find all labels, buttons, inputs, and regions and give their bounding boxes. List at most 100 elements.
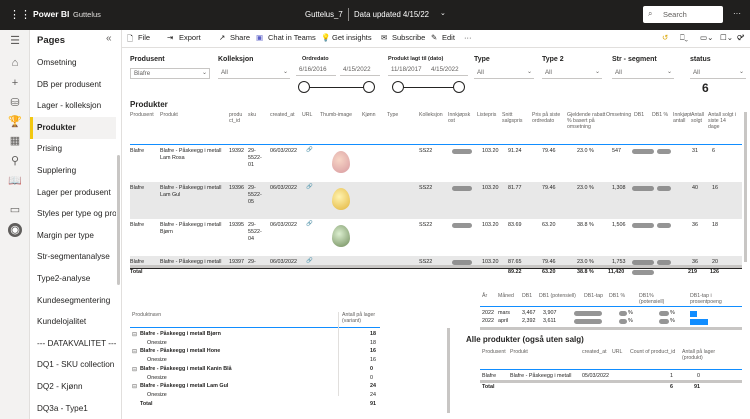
produkter-col-header[interactable]: Kolleksjon xyxy=(419,112,443,118)
db-col-header[interactable]: DB1 xyxy=(522,293,533,299)
hamburger-icon[interactable]: ☰ xyxy=(10,35,20,47)
produkter-col-header[interactable]: Produkt xyxy=(160,112,178,118)
subscribe-button[interactable]: Subscribe xyxy=(392,33,426,42)
share-button[interactable]: Share xyxy=(230,33,251,42)
datasets-icon[interactable]: ⛁ xyxy=(10,97,20,109)
type2-slicer[interactable]: All ⌄ xyxy=(542,68,602,79)
produkter-col-header[interactable]: produ ct_id xyxy=(229,112,243,124)
produkter-col-header[interactable]: Produsent xyxy=(130,112,154,118)
report-title[interactable]: Guttelus_7 xyxy=(305,9,343,19)
page-item[interactable]: Styles per type og pro... xyxy=(37,209,116,219)
produkter-col-header[interactable]: Type xyxy=(387,112,399,118)
deployment-icon[interactable]: ⚲ xyxy=(10,155,20,167)
page-item[interactable]: Kundesegmentering xyxy=(37,295,111,305)
db-col-header[interactable]: År xyxy=(482,293,488,299)
page-item[interactable]: --- DATAKVALITET --- xyxy=(37,338,116,348)
link-icon[interactable]: 🔗 xyxy=(306,184,313,190)
learn-icon[interactable]: 📖 xyxy=(8,175,22,187)
str-segment-slicer[interactable]: All ⌄ xyxy=(612,68,674,79)
view-icon[interactable]: ▭⌄ xyxy=(700,33,714,42)
more-options-icon[interactable]: ··· xyxy=(733,9,741,18)
db-col-header[interactable]: DB1-tap xyxy=(584,293,604,299)
db-col-header[interactable]: DB1 (potensiell) xyxy=(539,293,576,299)
alle-col-header[interactable]: Produkt xyxy=(510,349,528,355)
page-item[interactable]: DQ1 - SKU collection xyxy=(37,360,115,370)
page-item[interactable]: Kundelojalitet xyxy=(37,317,87,327)
expand-icon[interactable]: ⊟ xyxy=(132,332,138,338)
workspaces-icon[interactable]: ▭ xyxy=(9,204,21,216)
alle-col-header[interactable]: Antall på lager (produkt) xyxy=(682,349,716,361)
lager-col-header[interactable]: Antall på lager (variant) xyxy=(342,312,376,324)
brand-label[interactable]: Power BI xyxy=(33,9,70,19)
ordredato-start-handle[interactable] xyxy=(298,81,310,93)
produkter-col-header[interactable]: DB1 % xyxy=(652,112,669,118)
produkter-col-header[interactable]: Snitt salgspris xyxy=(502,112,523,124)
produkter-col-header[interactable]: Innkjøpt antall xyxy=(673,112,692,124)
produsent-slicer[interactable]: Blafre ⌄ xyxy=(130,68,210,79)
hscrollbar[interactable] xyxy=(130,265,742,268)
export-menu[interactable]: Export xyxy=(179,33,201,42)
data-updated-label[interactable]: Data updated 4/15/22 xyxy=(354,9,429,19)
goals-icon[interactable]: 🏆 xyxy=(8,116,22,128)
expand-icon[interactable]: ⊟ xyxy=(132,384,138,391)
produkter-col-header[interactable]: Kjønn xyxy=(362,112,376,118)
produkter-col-header[interactable]: Gjeldende rabatt % basert på omsetning xyxy=(567,112,606,130)
page-item[interactable]: DQ2 - Kjønn xyxy=(37,382,83,391)
search-box[interactable]: ⌕ Search xyxy=(643,6,723,23)
type-slicer[interactable]: All ⌄ xyxy=(474,68,534,79)
produkt-lagt-to[interactable]: 4/15/2022 xyxy=(428,65,468,76)
chat-in-teams-button[interactable]: Chat in Teams xyxy=(268,33,316,42)
produkter-col-header[interactable]: Antall solgt i siste 14 dage xyxy=(708,112,736,130)
collapse-pages-icon[interactable]: « xyxy=(106,33,112,44)
db-col-header[interactable]: DB1-tap i prosentpoeng xyxy=(690,293,722,305)
produkt-lagt-from[interactable]: 11/18/2017 xyxy=(388,65,428,76)
file-menu[interactable]: File xyxy=(138,33,151,42)
page-item[interactable]: Prising xyxy=(37,144,63,154)
link-icon[interactable]: 🔗 xyxy=(306,221,313,227)
lager-col-header[interactable]: Produktnavn xyxy=(132,312,162,318)
page-item[interactable]: Type2-analyse xyxy=(37,274,91,283)
expand-icon[interactable]: ⊟ xyxy=(132,349,138,356)
db-col-header[interactable]: DB1 % xyxy=(609,293,626,299)
pages-scrollbar[interactable] xyxy=(117,155,120,285)
page-item[interactable]: DQ3a - Type1 xyxy=(37,403,88,413)
alle-col-header[interactable]: Count of product_id xyxy=(630,349,676,355)
page-item[interactable]: DB per produsent xyxy=(37,79,102,89)
app-launcher-icon[interactable]: ⋮⋮ xyxy=(9,9,31,21)
db-scrollbar[interactable] xyxy=(480,327,742,330)
chevron-down-icon[interactable]: ⌄ xyxy=(440,10,446,17)
produkt-lagt-end-handle[interactable] xyxy=(453,81,465,93)
ordredato-end-handle[interactable] xyxy=(363,81,375,93)
db-col-header[interactable]: Måned xyxy=(498,293,514,299)
produkter-col-header[interactable]: DB1 xyxy=(634,112,645,118)
ordredato-to[interactable]: 4/15/2022 xyxy=(340,65,380,76)
produkter-col-header[interactable]: Innkjøpsk ost xyxy=(448,112,471,124)
expand-icon[interactable]: ⊟ xyxy=(132,366,138,373)
produkter-col-header[interactable]: created_at xyxy=(270,112,295,118)
alle-col-header[interactable]: Produsent xyxy=(482,349,506,355)
produkt-lagt-start-handle[interactable] xyxy=(392,81,404,93)
vscrollbar[interactable] xyxy=(744,112,747,262)
alle-col-header[interactable]: created_at xyxy=(582,349,607,355)
page-item[interactable]: Supplering xyxy=(37,166,77,175)
produkter-col-header[interactable]: Listepris xyxy=(477,112,497,118)
home-icon[interactable]: ⌂ xyxy=(11,57,19,69)
produkter-col-header[interactable]: Pris på siste ordredato xyxy=(532,112,561,124)
page-item[interactable]: Produkter xyxy=(30,116,116,139)
fullscreen-icon[interactable]: ⤢ xyxy=(738,33,744,42)
edit-button[interactable]: Edit xyxy=(442,33,455,42)
db-col-header[interactable]: DB1% (potensiell) xyxy=(639,293,665,305)
apps-icon[interactable]: ▦ xyxy=(9,135,21,147)
get-insights-button[interactable]: Get insights xyxy=(332,33,372,42)
produkter-col-header[interactable]: URL xyxy=(302,112,313,118)
alle-col-header[interactable]: URL xyxy=(612,349,623,355)
alle-scrollbar[interactable] xyxy=(480,380,742,383)
create-icon[interactable]: + xyxy=(11,77,19,89)
produkter-col-header[interactable]: Antall solgt xyxy=(691,112,704,124)
reset-icon[interactable]: ↺ xyxy=(662,33,669,42)
current-workspace-icon[interactable]: ◉ xyxy=(8,223,22,237)
workspace-label[interactable]: Guttelus xyxy=(73,9,101,19)
page-item[interactable]: Str-segmentanalyse xyxy=(37,252,110,262)
produkter-col-header[interactable]: Omsetning xyxy=(606,112,632,118)
page-item[interactable]: Omsetning xyxy=(37,58,77,67)
